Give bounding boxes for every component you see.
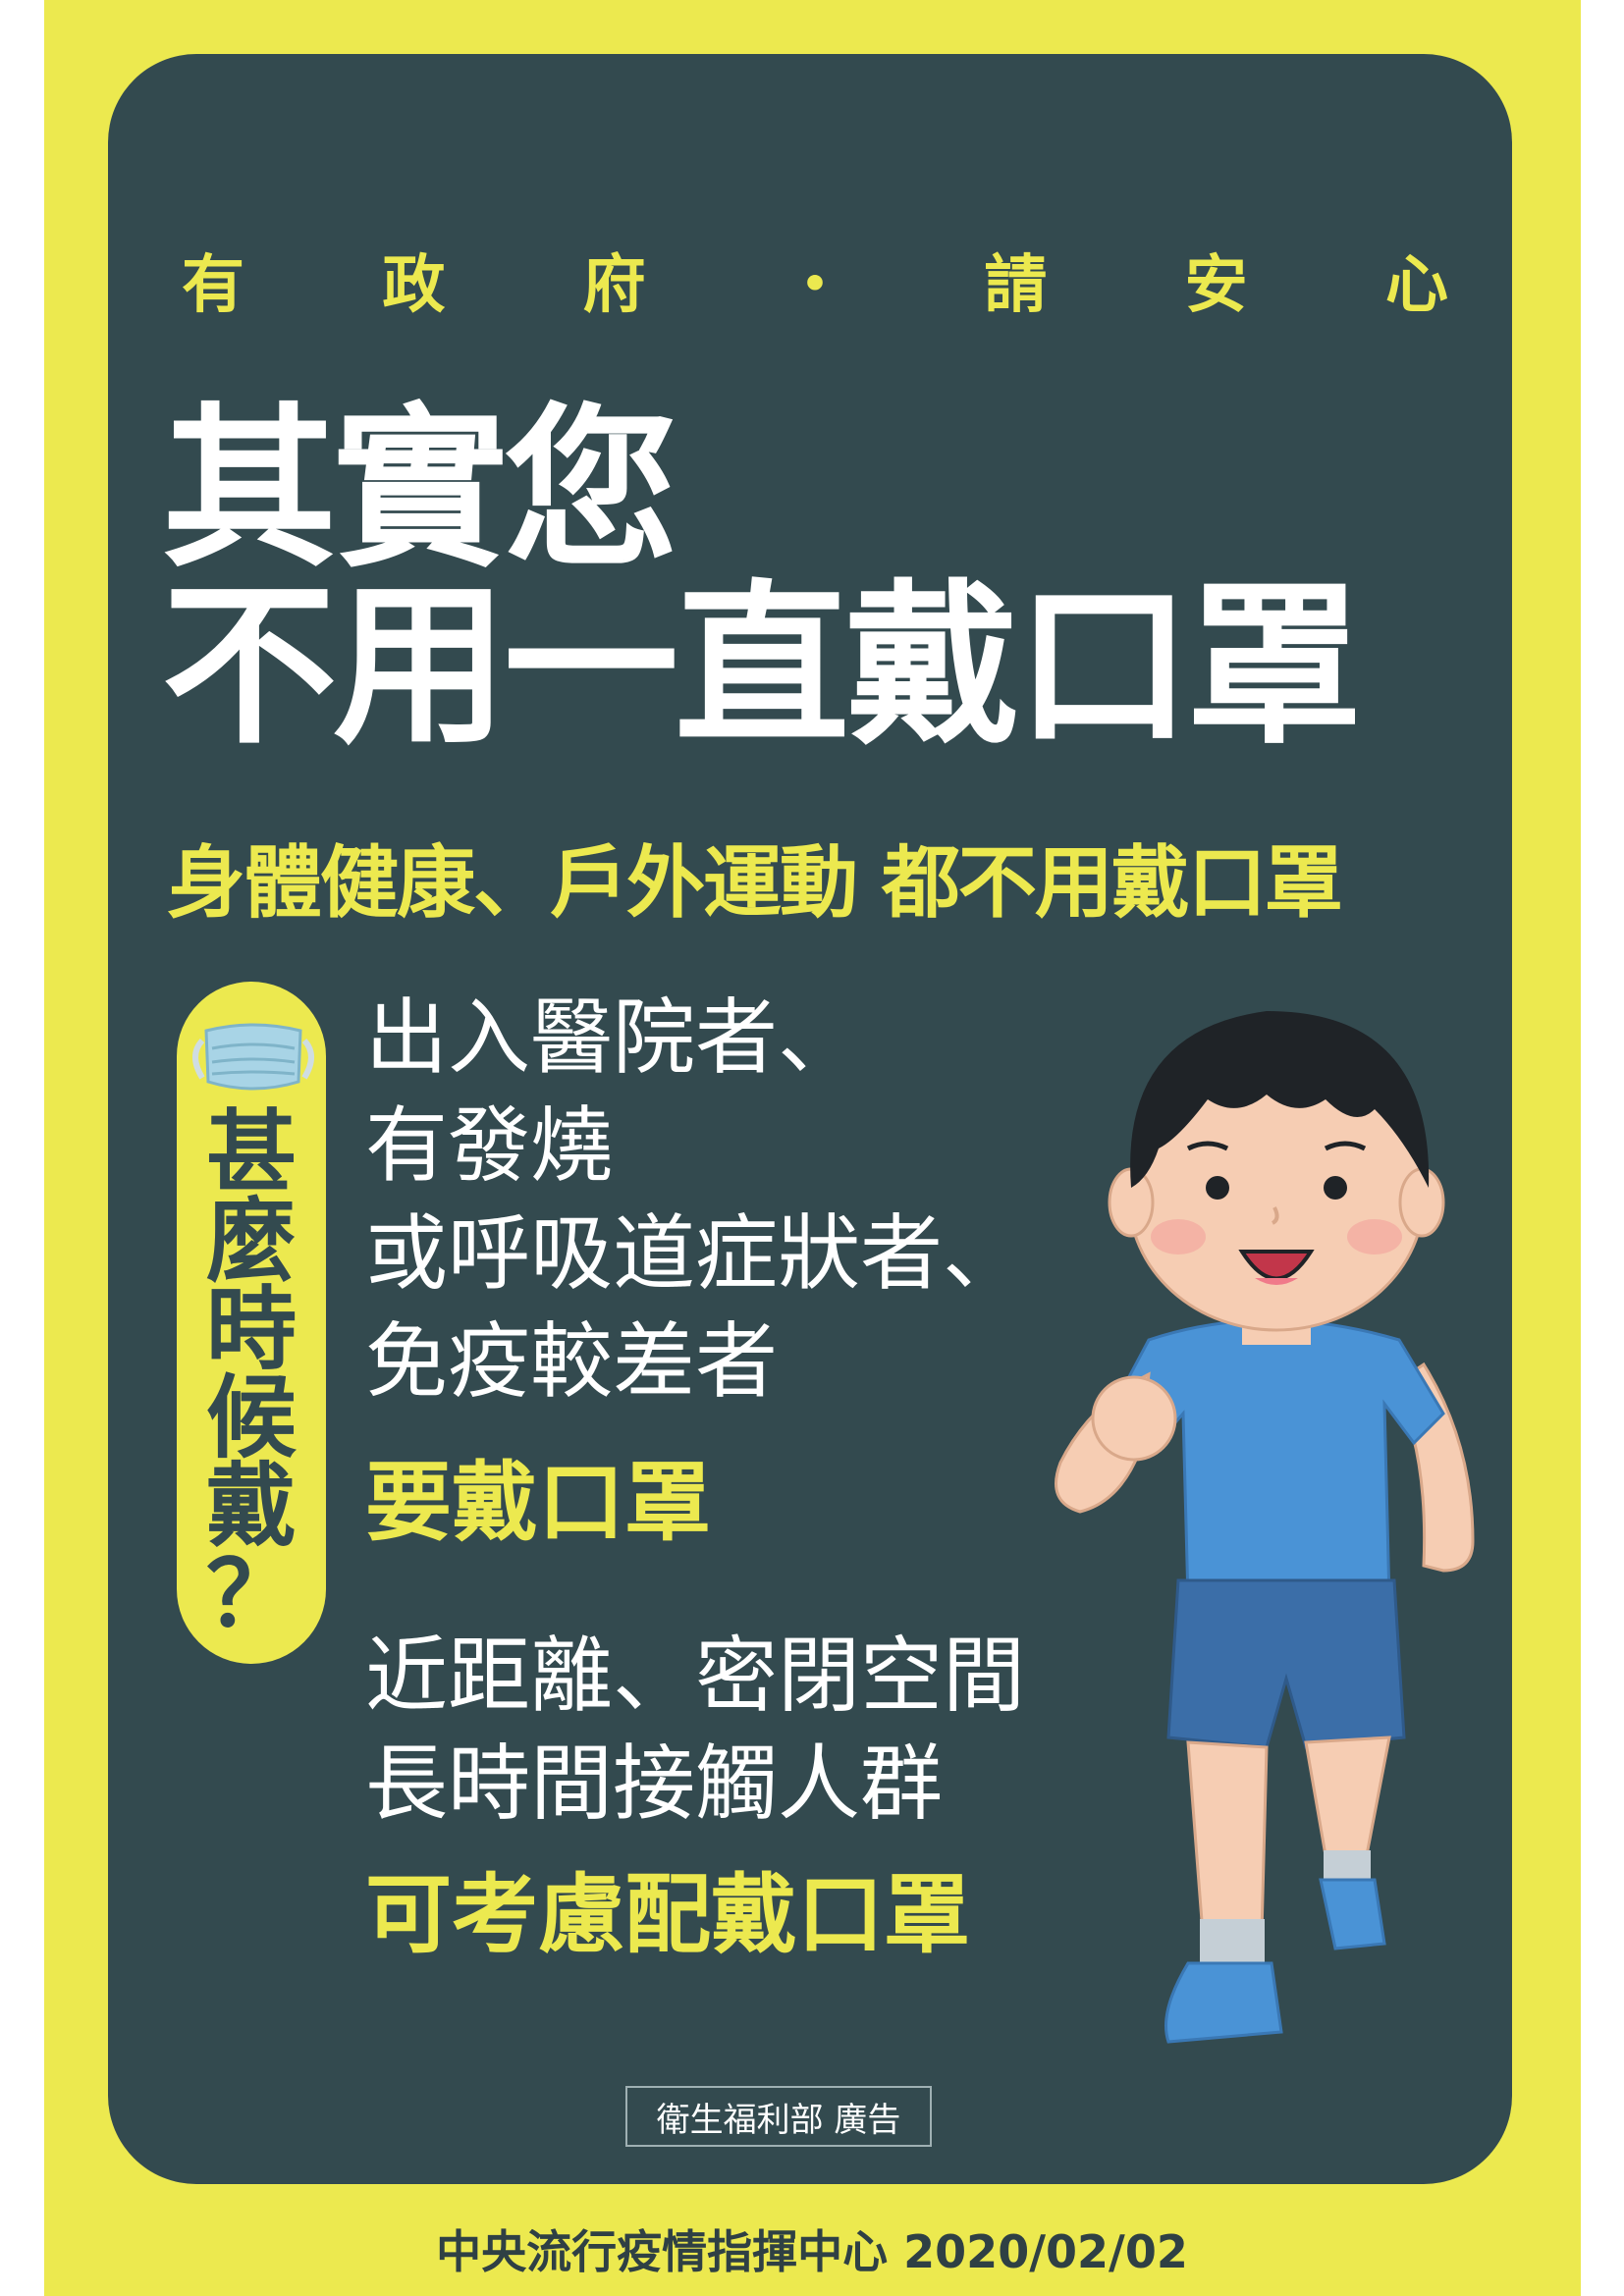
- block1-line: 免疫較差者: [365, 1313, 779, 1410]
- block2-line: 近距離、密閉空間: [365, 1628, 1026, 1724]
- block1-line: 或呼吸道症狀者、: [365, 1205, 1026, 1302]
- tagline-char: 請: [984, 249, 1048, 322]
- side-label-pill: [177, 982, 326, 1664]
- mask-icon: [192, 1023, 314, 1091]
- side-label-char: 時: [205, 1277, 297, 1382]
- block1-emphasis: 要戴口罩: [365, 1452, 712, 1553]
- block1-line: 出入醫院者、: [365, 989, 861, 1086]
- side-label-char: 麼: [205, 1189, 297, 1294]
- tagline-char: 安: [1184, 249, 1248, 322]
- block2-line: 長時間接觸人群: [365, 1735, 944, 1832]
- block2-emphasis: 可考慮配戴口罩: [365, 1864, 971, 1965]
- running-boy-illustration: [1055, 1011, 1475, 2044]
- block1-line: 有發燒: [365, 1097, 614, 1194]
- footer: 中央流行疫情指揮中心 2020/02/02: [436, 2225, 1188, 2278]
- side-label-char: 甚: [205, 1100, 297, 1205]
- side-label-char: ？: [205, 1542, 297, 1647]
- subheadline: 身體健康、戶外運動 都不用戴口罩: [167, 837, 1343, 929]
- tagline-char: 心: [1384, 249, 1448, 322]
- tagline-char: 政: [382, 249, 446, 322]
- side-label: 甚 麼 時 候 戴 ？: [177, 1100, 326, 1647]
- side-label-char: 戴: [205, 1454, 297, 1559]
- headline-line-2: 不用一直戴口罩: [162, 564, 1362, 768]
- tagline-dot: ・: [783, 249, 846, 322]
- tagline-char: 有: [182, 249, 244, 322]
- side-label-char: 候: [205, 1365, 297, 1470]
- credit-label: 衛生福利部 廣告: [625, 2086, 932, 2147]
- tagline: 有 政 府 ・ 請 安 心: [182, 240, 1448, 322]
- headline-line-1: 其實您: [162, 388, 678, 591]
- tagline-char: 府: [582, 249, 646, 322]
